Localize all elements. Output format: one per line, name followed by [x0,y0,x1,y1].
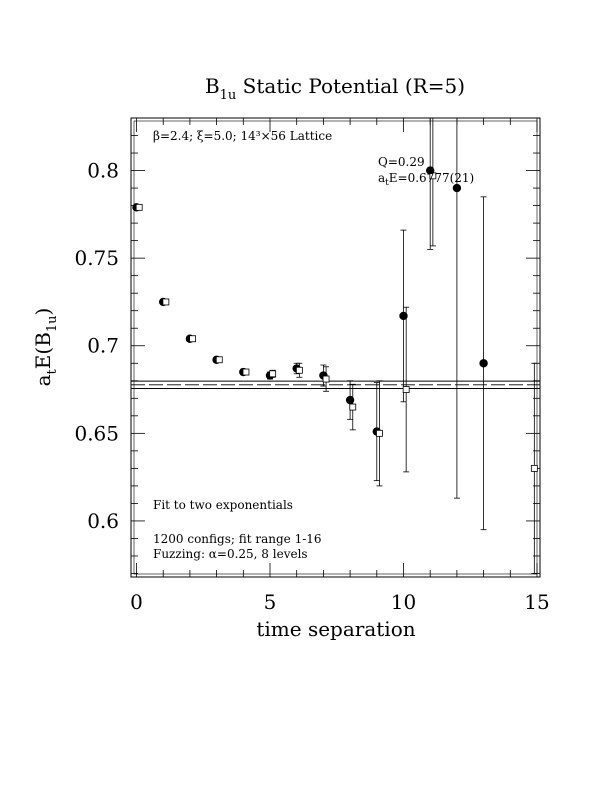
data-point [322,366,330,392]
data-points [132,117,538,574]
point-marker-square [530,464,538,472]
lattice-annotation: β=2.4; ξ=5.0; 14³×56 Lattice [153,129,332,143]
q-annotation: Q=0.29 [378,155,425,169]
data-point [530,362,538,574]
fit-value-annotation: atE=0.6777(21) [378,171,474,188]
data-point [135,203,143,211]
point-marker-square [269,370,277,378]
x-tick-label: 15 [524,590,549,614]
data-point [215,356,223,364]
data-point [345,380,355,420]
point-marker-square [162,298,170,306]
chart-title: B1u Static Potential (R=5) [205,74,465,103]
y-tick-label: 0.75 [74,246,119,270]
y-tick-label: 0.6 [87,509,119,533]
point-marker-square [295,366,303,374]
plot-frame [130,117,541,578]
data-point [242,368,250,376]
point-marker-circle [479,359,488,368]
point-marker-square [135,203,143,211]
y-tick-label: 0.8 [87,159,119,183]
point-marker-square [215,356,223,364]
point-marker-square [402,386,410,393]
data-point [269,369,277,378]
data-point [376,380,383,487]
point-marker-square [189,335,196,343]
x-tick-labels: 0 5 10 15 [130,590,550,614]
point-marker-square [376,429,383,437]
data-point [402,306,410,473]
x-tick-label: 10 [391,590,416,614]
point-marker-circle [399,311,408,321]
x-tick-label: 0 [130,590,143,614]
fit-description: Fit to two exponentials [153,498,293,512]
data-point [189,335,196,343]
point-marker-circle [345,395,355,405]
point-marker-square [429,172,437,180]
configs-annotation: 1200 configs; fit range 1-16 [153,532,322,546]
x-tick-label: 5 [264,590,277,614]
y-axis-label: atE(B1u) [31,308,60,387]
data-point [349,383,357,431]
y-tick-labels: 0.6 0.65 0.7 0.75 0.8 [74,159,119,533]
point-marker-circle [452,183,462,193]
point-marker-square [242,368,250,376]
data-point [429,117,437,247]
chart-title-sub: 1u [220,88,237,103]
fit-band [131,380,540,389]
x-axis-label: time separation [256,617,415,641]
fuzzing-annotation: Fuzzing: α=0.25, 8 levels [153,547,308,561]
data-point [452,117,462,499]
data-point [162,298,170,306]
plot-border [130,117,541,578]
point-marker-square [322,375,330,383]
data-point [295,362,303,378]
point-marker-square [349,403,357,411]
data-point [479,196,488,531]
plot-border-inner [133,120,538,575]
y-tick-label: 0.7 [87,334,119,358]
data-point [399,229,408,403]
y-tick-label: 0.65 [74,421,119,445]
